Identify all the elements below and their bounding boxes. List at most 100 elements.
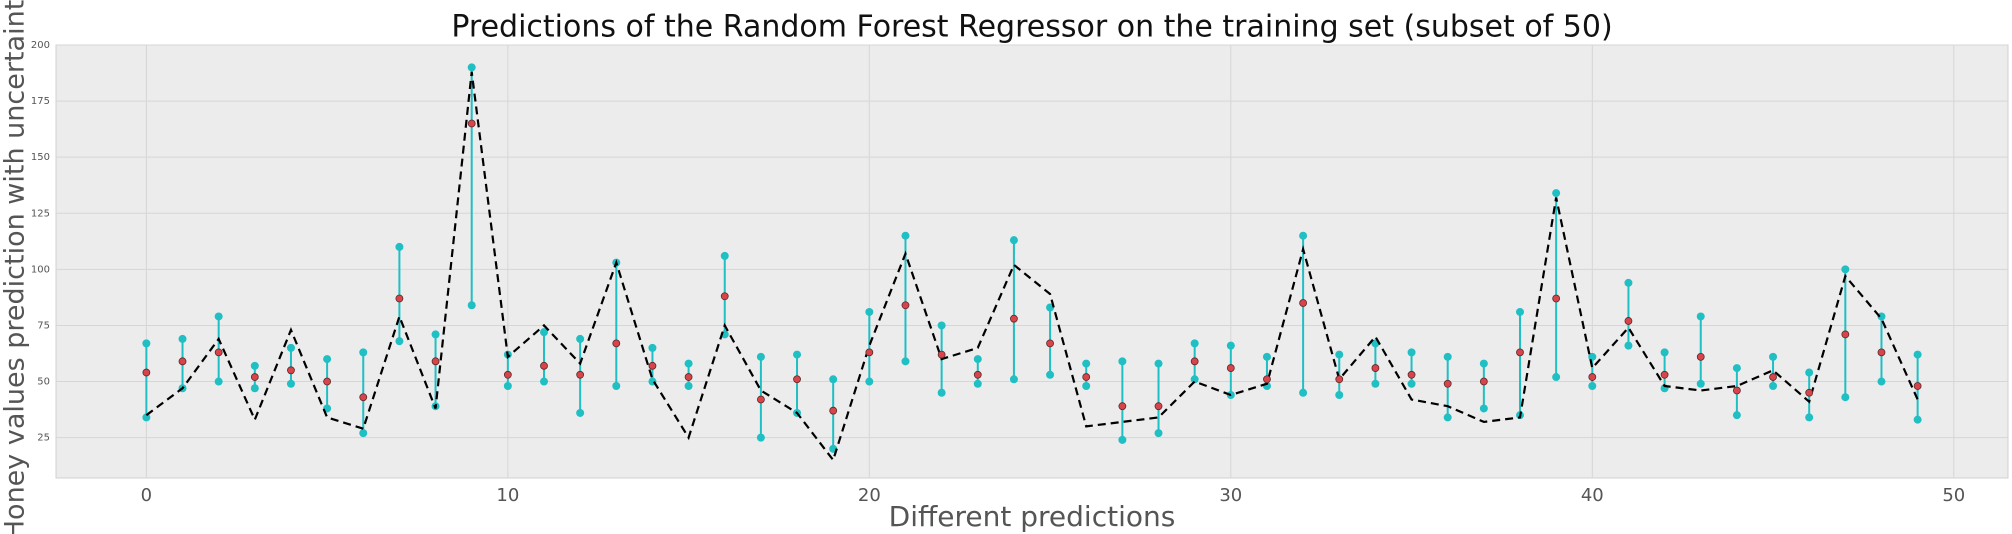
upper-bound	[1841, 265, 1850, 274]
lower-bound	[756, 433, 765, 442]
lower-bound	[1118, 435, 1127, 444]
upper-bound	[1118, 357, 1127, 366]
upper-bound	[1624, 278, 1633, 287]
lower-bound	[1190, 375, 1199, 384]
upper-bound	[359, 348, 368, 357]
upper-bound	[720, 251, 729, 260]
y-tick-label: 25	[37, 433, 50, 444]
actual-line	[145, 71, 1919, 463]
upper-bound	[684, 359, 693, 368]
prediction-point	[1479, 377, 1488, 386]
upper-bound	[467, 63, 476, 72]
upper-bound	[576, 334, 585, 343]
upper-bound	[1262, 352, 1271, 361]
upper-bound	[901, 231, 910, 240]
y-tick-label: 200	[31, 40, 50, 51]
prediction-point	[720, 292, 729, 301]
prediction-point	[1769, 373, 1777, 381]
lower-bound	[1443, 413, 1452, 422]
prediction-point	[901, 301, 910, 310]
upper-bound	[648, 343, 657, 352]
upper-bound	[1190, 339, 1199, 348]
prediction-point	[1516, 348, 1524, 357]
lower-bound	[250, 384, 259, 393]
prediction-point	[829, 406, 838, 415]
prediction-point	[540, 361, 548, 370]
upper-bound	[1009, 236, 1018, 245]
upper-bound	[1154, 359, 1163, 368]
lower-bound	[1841, 393, 1850, 402]
lower-bound	[1732, 411, 1741, 420]
lower-bound	[1154, 429, 1163, 438]
upper-bound	[973, 355, 982, 364]
prediction-point	[1443, 379, 1452, 388]
prediction-point	[287, 366, 295, 375]
prediction-point	[1588, 373, 1597, 381]
prediction-point	[1335, 375, 1344, 384]
upper-bound	[1913, 350, 1922, 359]
lower-bound	[286, 379, 295, 388]
prediction-point	[1841, 330, 1850, 339]
prediction-point	[1407, 370, 1416, 379]
lower-bound	[214, 377, 223, 386]
lower-bound	[1696, 379, 1705, 388]
prediction-point	[1299, 299, 1308, 307]
prediction-point	[865, 348, 874, 357]
upper-bound	[250, 361, 259, 370]
prediction-point	[1913, 382, 1922, 390]
upper-bound	[1732, 364, 1741, 373]
upper-bound	[1082, 359, 1091, 368]
upper-bound	[1335, 350, 1344, 359]
plot-area	[55, 44, 2009, 479]
prediction-point	[684, 373, 693, 381]
x-axis-label: Different predictions	[889, 500, 1176, 533]
lower-bound	[467, 301, 476, 310]
lower-bound	[1082, 382, 1091, 391]
upper-bound	[323, 355, 332, 364]
upper-bound	[1407, 348, 1416, 357]
prediction-point	[1263, 375, 1271, 384]
lower-bound	[612, 382, 621, 391]
lower-bound	[973, 379, 982, 388]
y-tick-label: 125	[31, 208, 50, 219]
lower-bound	[1009, 375, 1018, 384]
x-tick-label: 0	[141, 485, 152, 506]
upper-bound	[395, 242, 404, 251]
prediction-point	[1805, 388, 1814, 397]
upper-bound	[1877, 312, 1886, 321]
upper-bound	[142, 339, 151, 348]
prediction-point	[1190, 357, 1199, 366]
prediction-point	[1732, 386, 1741, 395]
prediction-point	[1118, 402, 1127, 411]
prediction-point	[503, 370, 512, 379]
upper-bound	[937, 321, 946, 330]
upper-bound	[793, 350, 802, 359]
upper-bound	[540, 328, 548, 337]
chart-title: Predictions of the Random Forest Regress…	[451, 10, 1612, 45]
upper-bound	[756, 352, 765, 361]
prediction-point	[1154, 402, 1163, 411]
lower-bound	[937, 388, 946, 397]
lower-bound	[503, 382, 512, 391]
prediction-point	[1696, 352, 1705, 361]
prediction-point	[250, 373, 259, 381]
prediction-point	[1046, 339, 1054, 348]
lower-bound	[901, 357, 910, 366]
prediction-point	[756, 395, 765, 404]
upper-bound	[1516, 307, 1524, 316]
upper-bound	[286, 343, 295, 352]
prediction-point	[395, 294, 404, 303]
lower-bound	[1805, 413, 1814, 422]
lower-bound	[1046, 370, 1055, 379]
x-tick-label: 50	[1942, 485, 1965, 506]
x-tick-label: 20	[858, 485, 881, 506]
y-tick-label: 100	[31, 264, 50, 275]
x-tick-label: 40	[1581, 485, 1604, 506]
y-tick-label: 175	[31, 96, 50, 107]
upper-bound	[1552, 189, 1561, 198]
prediction-point	[1660, 370, 1669, 379]
prediction-point	[793, 375, 801, 384]
lower-bound	[1552, 373, 1561, 382]
upper-bound	[1805, 368, 1814, 377]
